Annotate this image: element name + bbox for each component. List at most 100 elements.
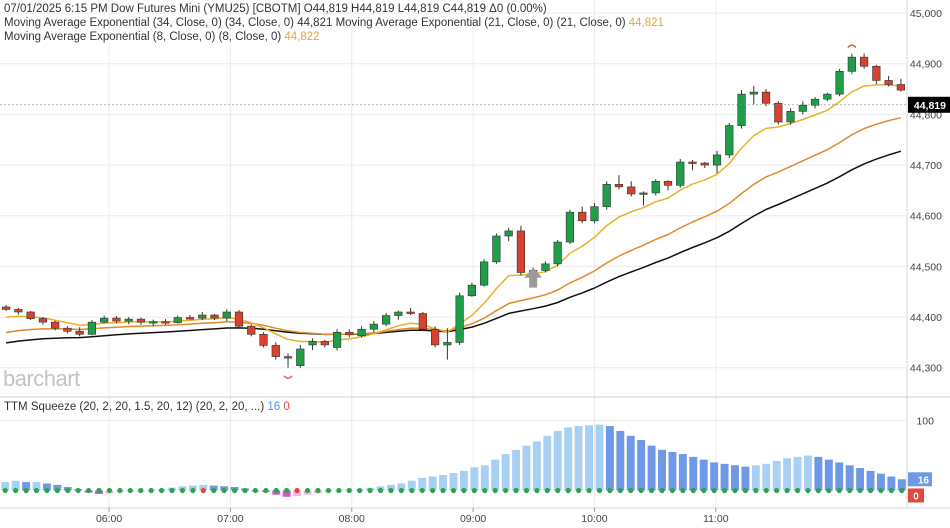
- candle-body: [112, 317, 121, 322]
- squeeze-dot: [315, 487, 321, 494]
- squeeze-dot: [409, 487, 415, 494]
- chart-annotations: [283, 44, 857, 379]
- candle-body: [63, 327, 72, 332]
- candle: [136, 317, 146, 325]
- price-axis[interactable]: 44,30044,40044,50044,60044,70044,80044,9…: [0, 8, 950, 375]
- candle: [688, 160, 697, 171]
- candle-body: [627, 186, 636, 195]
- squeeze-dot: [742, 487, 749, 494]
- histogram-bar: [897, 479, 906, 491]
- candle: [737, 90, 746, 129]
- histogram-bar: [470, 467, 479, 491]
- candle: [259, 332, 268, 348]
- indicator-axis[interactable]: 100 16 0: [908, 415, 934, 503]
- squeeze-dot: [242, 487, 248, 494]
- squeeze-dot: [534, 487, 540, 494]
- candle-body: [492, 235, 501, 263]
- squeeze-dot: [596, 487, 603, 494]
- histogram-bar: [11, 480, 20, 491]
- candle: [431, 326, 440, 348]
- time-axis[interactable]: 06:00 07:00 08:00 09:00 10:00 11:00: [0, 507, 950, 525]
- time-tick-label: 11:00: [703, 513, 729, 525]
- barchart-logo: barchart: [3, 366, 80, 391]
- candle: [663, 180, 673, 191]
- histogram-bar: [282, 490, 291, 497]
- candle: [798, 101, 807, 115]
- histogram-bar: [616, 430, 625, 491]
- candle: [394, 310, 403, 320]
- histogram-bar: [678, 454, 687, 491]
- candle-body: [810, 98, 820, 106]
- histogram-bar: [845, 465, 854, 491]
- candle: [112, 316, 121, 324]
- histogram-bar: [668, 451, 677, 491]
- squeeze-dot: [899, 487, 905, 494]
- candle: [774, 101, 783, 125]
- squeeze-dot: [857, 487, 863, 494]
- squeeze-dot: [211, 487, 217, 494]
- candle-body: [418, 313, 427, 330]
- candle: [124, 317, 133, 325]
- squeeze-dot: [221, 487, 227, 494]
- candle: [161, 319, 170, 325]
- candle: [222, 309, 231, 322]
- histogram-bar: [532, 441, 541, 491]
- candle-body: [345, 331, 354, 336]
- squeeze-dot: [304, 487, 311, 494]
- ema-34-21-legend-text: Moving Average Exponential (34, Close, 0…: [4, 17, 629, 29]
- candle: [896, 78, 905, 92]
- candle-body: [51, 321, 60, 329]
- candle: [749, 86, 758, 105]
- squeeze-dot: [565, 487, 571, 494]
- squeeze-legend-text: TTM Squeeze (20, 2, 20, 1.5, 20, 12) (20…: [4, 401, 268, 413]
- candle-body: [381, 315, 391, 325]
- histogram-bar: [439, 475, 448, 491]
- price-tick-label: 44,700: [910, 160, 942, 172]
- squeeze-dot: [586, 487, 592, 494]
- candle-body: [823, 93, 832, 100]
- candle-body: [296, 348, 305, 367]
- candle: [590, 203, 599, 224]
- histogram-bar: [783, 458, 792, 491]
- histogram-bar: [637, 440, 646, 491]
- squeeze-dot: [815, 487, 821, 494]
- candle: [676, 158, 685, 188]
- candle-body: [161, 321, 170, 324]
- squeeze-dot: [878, 487, 884, 494]
- candle-body: [271, 345, 280, 357]
- candle: [26, 310, 35, 321]
- squeeze-dot: [231, 487, 238, 494]
- histogram-bar: [856, 468, 865, 491]
- candle-body: [884, 80, 893, 85]
- squeeze-dot: [169, 487, 175, 494]
- candle-body: [394, 311, 403, 316]
- squeeze-dot: [430, 487, 436, 494]
- histogram-bar: [418, 477, 427, 491]
- candle-body: [712, 154, 722, 166]
- squeeze-dot: [471, 487, 477, 494]
- candle-body: [234, 311, 244, 327]
- histogram-bar: [522, 445, 531, 491]
- last-price-label: 44,819: [914, 100, 946, 112]
- candle: [443, 328, 452, 360]
- histogram-bar: [386, 484, 395, 491]
- ema-34-line: [5, 150, 902, 344]
- candle: [63, 326, 72, 334]
- squeeze-dot: [127, 487, 133, 494]
- candle: [614, 175, 624, 190]
- squeeze-dot: [836, 487, 842, 494]
- candle: [835, 68, 844, 97]
- squeeze-dot: [774, 487, 780, 494]
- squeeze-dot: [680, 487, 686, 494]
- histogram-bar: [564, 427, 573, 491]
- squeeze-dot: [284, 487, 290, 494]
- candle: [38, 317, 47, 325]
- squeeze-dot: [2, 487, 8, 494]
- squeeze-dot: [33, 487, 40, 494]
- squeeze-dot: [482, 487, 488, 494]
- candle-body: [173, 317, 182, 323]
- candle-body: [860, 56, 869, 67]
- candle-body: [749, 91, 758, 95]
- candle: [578, 206, 587, 224]
